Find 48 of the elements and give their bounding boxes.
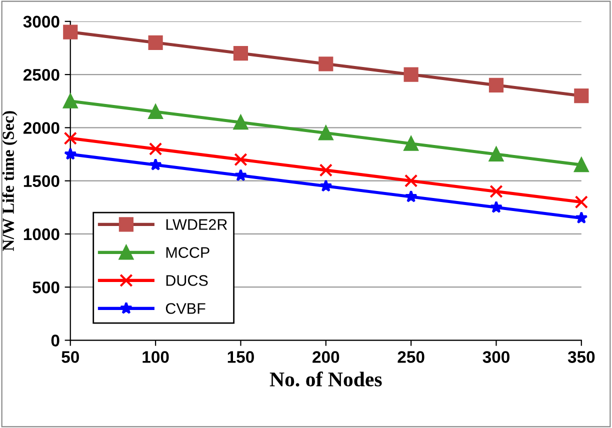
point — [63, 94, 78, 108]
point — [63, 24, 78, 40]
x-tick-label: 350 — [568, 351, 595, 363]
point — [149, 158, 162, 170]
point — [233, 115, 248, 130]
x-axis-title: No. of Nodes — [270, 372, 382, 387]
y-tick-label: 1500 — [24, 175, 60, 188]
y-axis-title: N/W Life time (Sec) — [2, 111, 18, 251]
legend-label: LWDE2R — [166, 219, 227, 230]
x-tick-label: 200 — [312, 351, 340, 363]
x-tick-label: 150 — [228, 351, 254, 363]
legend-label: MCCP — [166, 247, 210, 258]
point — [574, 88, 589, 104]
y-tick-label: 2000 — [23, 122, 60, 134]
point — [320, 180, 332, 192]
point — [148, 104, 163, 120]
point — [404, 67, 418, 82]
point — [404, 136, 418, 151]
y-tick-label: 3000 — [23, 16, 60, 28]
x-tick-label: 50 — [62, 351, 79, 363]
point — [64, 148, 77, 160]
x-tick-label: 250 — [398, 351, 424, 363]
point — [488, 78, 504, 92]
point — [234, 152, 248, 166]
y-tick-label: 0 — [51, 334, 60, 346]
point — [574, 158, 589, 172]
point — [575, 211, 588, 224]
point — [233, 46, 248, 61]
y-tick-label: 2500 — [23, 68, 60, 81]
point — [319, 164, 332, 177]
point — [318, 126, 334, 140]
point — [148, 35, 163, 50]
point — [64, 132, 77, 145]
point — [574, 195, 588, 209]
legend-label: CVBF — [166, 303, 206, 314]
point — [404, 174, 418, 188]
point — [404, 190, 418, 202]
x-tick-label: 100 — [142, 351, 169, 363]
legend-label: DUCS — [166, 275, 208, 286]
point — [148, 142, 162, 156]
y-tick-label: 500 — [32, 282, 60, 294]
point — [490, 200, 503, 213]
point — [490, 184, 503, 198]
y-tick-label: 1000 — [24, 228, 60, 240]
point — [318, 56, 334, 72]
x-tick-label: 300 — [482, 351, 510, 363]
point — [488, 146, 504, 162]
point — [234, 168, 248, 182]
